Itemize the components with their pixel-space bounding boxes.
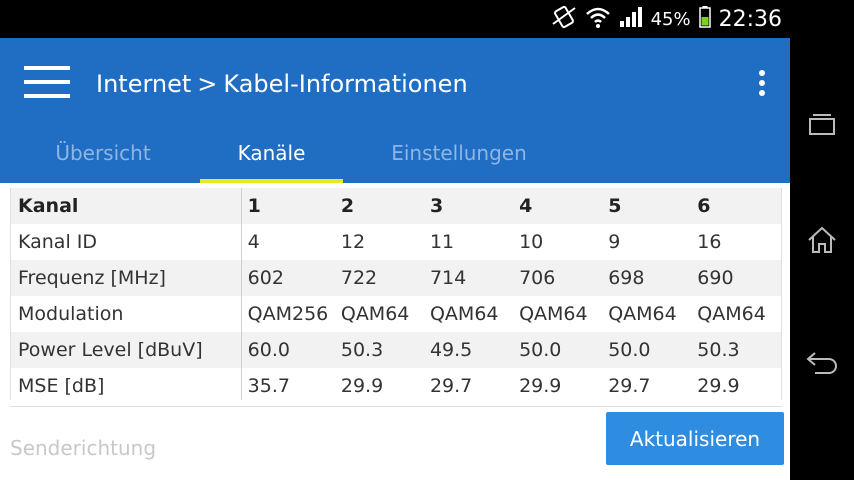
table-cell: 50.0 [513,332,603,368]
table-cell: 706 [513,260,603,296]
table-cell: 29.9 [519,375,562,397]
table-cell: 6 [691,188,781,224]
table-cell: QAM64 [697,303,766,325]
table-cell: 722 [334,260,424,296]
row-label: Kanal ID [11,224,242,260]
table-cell: 29.7 [429,375,473,397]
wifi-icon [585,5,611,33]
row-label: MSE [dB] [11,368,242,400]
table-cell: 29.9 [697,375,740,397]
table-cell: QAM64 [429,303,499,325]
table-cell: 9 [608,231,621,253]
table-cell: QAM64 [608,303,677,325]
tab-kanaele[interactable]: Kanäle [237,141,306,165]
table-cell: 49.5 [423,332,514,368]
table-cell: 50.3 [334,332,424,368]
table-cell: 10 [519,231,544,253]
table-cell: 35.7 [247,375,290,397]
page-title: Kabel-Informationen [223,70,468,98]
table-cell: 29.9 [340,375,384,397]
table-row: Frequenz [MHz] 602 722 714 706 698 690 [11,260,781,296]
table-row: MSE [dB] 35.7 29.9 29.7 29.9 29.7 29.9 [11,368,781,400]
table-cell: 29.7 [608,375,651,397]
table-cell: QAM256 [247,303,329,325]
tab-einstellungen[interactable]: Einstellungen [391,141,527,165]
table-row: Kanal ID 4 12 11 10 9 16 [11,224,781,260]
vibrate-icon [551,4,577,34]
app-bar: Internet > Kabel-Informationen Übersicht K… [0,38,790,183]
table-cell: 50.3 [691,332,781,368]
table-cell: 16 [697,231,722,253]
table-cell: 5 [602,188,692,224]
tab-bar: Übersicht Kanäle Einstellungen [0,132,790,183]
signal-icon [619,6,643,32]
row-label: Power Level [dBuV] [11,332,242,368]
table-cell: 698 [602,260,692,296]
table-cell: 2 [334,188,424,224]
table-cell: 50.0 [602,332,692,368]
refresh-button[interactable]: Aktualisieren [606,412,784,465]
table-cell: 690 [691,260,781,296]
table-cell: 1 [241,188,335,224]
breadcrumb: Internet > Kabel-Informationen [96,64,468,104]
table-cell: 714 [423,260,514,296]
tab-uebersicht[interactable]: Übersicht [55,141,151,165]
back-icon[interactable] [802,342,842,382]
table-cell: QAM64 [519,303,588,325]
table-cell: 12 [340,231,366,253]
table-cell: 3 [423,188,514,224]
battery-icon [698,6,711,32]
app-screen: Internet > Kabel-Informationen Übersicht K… [0,38,790,480]
battery-percent: 45% [650,8,691,30]
table-cell: 602 [241,260,335,296]
table-row: Power Level [dBuV] 60.0 50.3 49.5 50.0 50.0 50… [11,332,781,368]
divider [10,406,782,407]
table-row: Modulation QAM256 QAM64 QAM64 QAM64 QAM64 QAM6… [11,296,781,332]
breadcrumb-separator: > [197,70,218,98]
home-icon[interactable] [802,220,842,260]
status-bar: 45% 22:36 [0,0,790,38]
table-cell: 4 [513,188,603,224]
overflow-menu-icon[interactable] [752,66,772,100]
row-label: Kanal [11,188,242,224]
table-cell: 11 [429,231,455,253]
row-label: Modulation [11,296,242,332]
channel-table[interactable]: Kanal 1 2 3 4 5 6 Kanal ID 4 12 11 10 9 16 Frequenz [M… [10,188,782,400]
table-row: Kanal 1 2 3 4 5 6 [11,188,781,224]
breadcrumb-root[interactable]: Internet [96,70,192,98]
navigation-bar [790,0,854,480]
menu-icon[interactable] [24,66,72,100]
table-cell: QAM64 [340,303,410,325]
table-cell: 60.0 [241,332,335,368]
section-senderichtung[interactable]: Senderichtung [10,436,157,460]
clock: 22:36 [718,6,782,32]
row-label: Frequenz [MHz] [11,260,242,296]
table-cell: 4 [247,231,260,253]
active-tab-indicator [200,179,343,183]
recent-apps-icon[interactable] [802,104,842,144]
